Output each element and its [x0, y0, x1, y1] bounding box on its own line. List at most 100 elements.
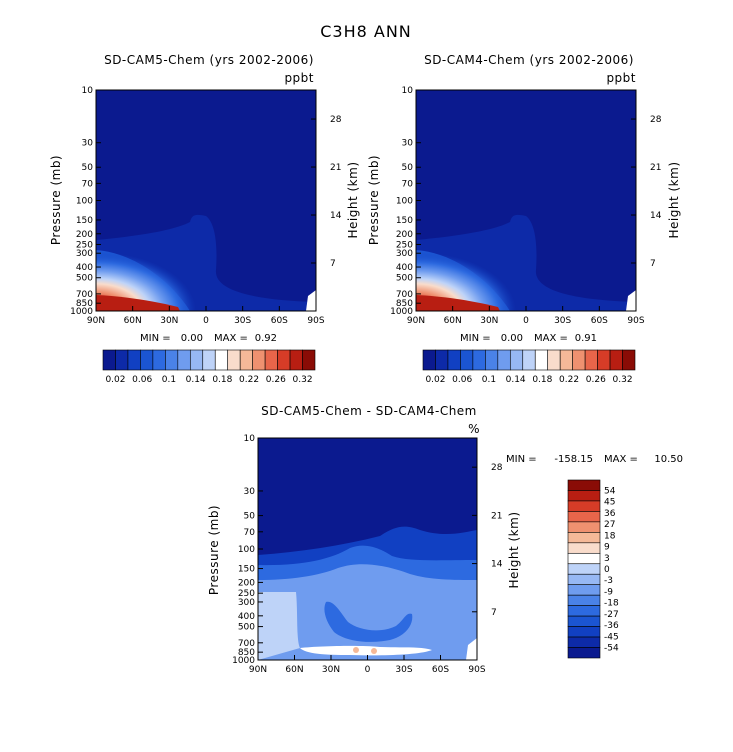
min-value: -158.15	[554, 454, 593, 465]
panel-units: ppbt	[284, 71, 314, 85]
max-label: MAX =	[534, 333, 568, 344]
colorbar-label: -9	[604, 587, 613, 597]
y2-tick-label: 21	[650, 163, 661, 173]
y-axis-label: Pressure (mb)	[207, 505, 221, 595]
y-tick-label: 400	[238, 612, 255, 622]
min-value: 0.00	[501, 333, 523, 344]
colorbar-swatch	[547, 349, 561, 371]
y-tick-label: 10	[82, 86, 94, 96]
y-tick-label: 70	[82, 179, 94, 189]
contour-positive	[353, 647, 359, 653]
colorbar-label: 45	[604, 498, 615, 508]
y-tick-label: 700	[238, 639, 255, 649]
colorbar-swatch	[127, 349, 141, 371]
colorbar-label: 0.14	[186, 375, 206, 385]
x-tick-label: 0	[203, 316, 209, 326]
contour-field	[96, 90, 316, 311]
x-tick-label: 60S	[432, 665, 449, 675]
colorbar-label: 18	[604, 531, 616, 541]
colorbar: 0.02 0.06 0.1 0.14 0.18 0.22 0.26 0.32	[102, 349, 316, 385]
colorbar-label: 9	[604, 543, 610, 553]
x-tick-label: 30N	[160, 316, 178, 326]
colorbar-swatch	[522, 349, 536, 371]
colorbar-label: 0.32	[293, 375, 313, 385]
x-tick-label: 30N	[480, 316, 498, 326]
y2-tick-label: 28	[650, 115, 662, 125]
axes: 90N 60N 30N 0 30S 60S 90S 10 30 50 70 100 150 2002503…	[232, 434, 503, 675]
colorbar-label: -36	[604, 621, 619, 631]
x-tick-label: 30S	[234, 316, 251, 326]
y-tick-label: 30	[402, 139, 414, 149]
x-tick-label: 0	[523, 316, 529, 326]
colorbar-label: 0.18	[532, 375, 552, 385]
colorbar-label: 0.22	[559, 375, 579, 385]
y2-tick-label: 7	[330, 259, 336, 269]
panel-units: %	[468, 422, 480, 436]
y-axis-label: Pressure (mb)	[367, 155, 381, 245]
colorbar-label: 0.26	[266, 375, 286, 385]
contour-field	[258, 438, 477, 660]
contour-level-neg9	[258, 592, 300, 660]
panel-title: SD-CAM4-Chem (yrs 2002-2006)	[424, 53, 634, 67]
y2-tick-label: 28	[491, 463, 503, 473]
y-tick-label: 100	[238, 545, 255, 555]
y-tick-label: 500	[76, 274, 93, 284]
y-tick-label: 300	[238, 598, 255, 608]
colorbar-swatch	[567, 605, 601, 617]
colorbar-swatch	[559, 349, 573, 371]
y-tick-label: 500	[238, 623, 255, 633]
y2-tick-label: 21	[491, 511, 502, 521]
colorbar: 0.02 0.06 0.1 0.14 0.18 0.22 0.26 0.32	[422, 349, 636, 385]
x-tick-label: 90N	[407, 316, 425, 326]
colorbar-label: 0.06	[452, 375, 472, 385]
axes: 90N 60N 30N 0 30S 60S 90S 10 30 50 70 100 150 2002503…	[70, 86, 342, 326]
max-label: MAX =	[214, 333, 248, 344]
y-tick-label: 10	[402, 86, 414, 96]
panel-units: ppbt	[606, 71, 636, 85]
colorbar-label: 0.14	[506, 375, 526, 385]
max-value: 0.92	[255, 333, 277, 344]
colorbar-label: 54	[604, 486, 616, 496]
colorbar-swatch	[567, 521, 601, 533]
colorbar-label: -54	[604, 644, 619, 654]
colorbar-label: 0.1	[162, 375, 176, 385]
colorbar-label: -18	[604, 599, 619, 609]
x-tick-label: 30S	[395, 665, 412, 675]
y2-tick-label: 28	[330, 115, 342, 125]
colorbar-label: -3	[604, 576, 613, 586]
colorbar-swatch	[584, 349, 598, 371]
colorbar-swatch	[472, 349, 486, 371]
colorbar-swatch	[567, 490, 601, 502]
y-tick-label: 100	[76, 197, 93, 207]
colorbar-swatch	[567, 500, 601, 512]
max-value: 10.50	[654, 454, 683, 465]
colorbar-swatch	[485, 349, 499, 371]
y-tick-label: 300	[396, 249, 413, 259]
y-tick-label: 250	[396, 240, 413, 250]
x-tick-label: 90S	[307, 316, 324, 326]
colorbar-label: 0.06	[132, 375, 152, 385]
x-tick-label: 90S	[627, 316, 644, 326]
contour-level-neg3	[300, 645, 432, 656]
colorbar-swatch	[567, 594, 601, 606]
panel-cam5: SD-CAM5-Chem (yrs 2002-2006) ppbt 90N 60N…	[49, 53, 360, 385]
colorbar-swatch	[534, 349, 549, 371]
colorbar-swatch	[567, 552, 601, 565]
colorbar-label: -27	[604, 610, 619, 620]
colorbar-label: 0.1	[482, 375, 496, 385]
y2-tick-label: 7	[491, 608, 497, 618]
colorbar-swatch	[140, 349, 154, 371]
y-tick-label: 200	[396, 230, 413, 240]
colorbar-swatch	[609, 349, 623, 371]
y-tick-label: 400	[76, 263, 93, 273]
colorbar-swatch	[567, 563, 601, 575]
y2-axis-label: Height (km)	[667, 162, 681, 239]
colorbar-swatch	[567, 532, 601, 544]
colorbar-swatch	[567, 636, 601, 648]
y-tick-label: 100	[396, 197, 413, 207]
y-tick-label: 150	[396, 216, 413, 226]
colorbar-swatch	[202, 349, 216, 371]
colorbar-swatch	[622, 349, 636, 371]
y2-tick-label: 21	[330, 163, 341, 173]
